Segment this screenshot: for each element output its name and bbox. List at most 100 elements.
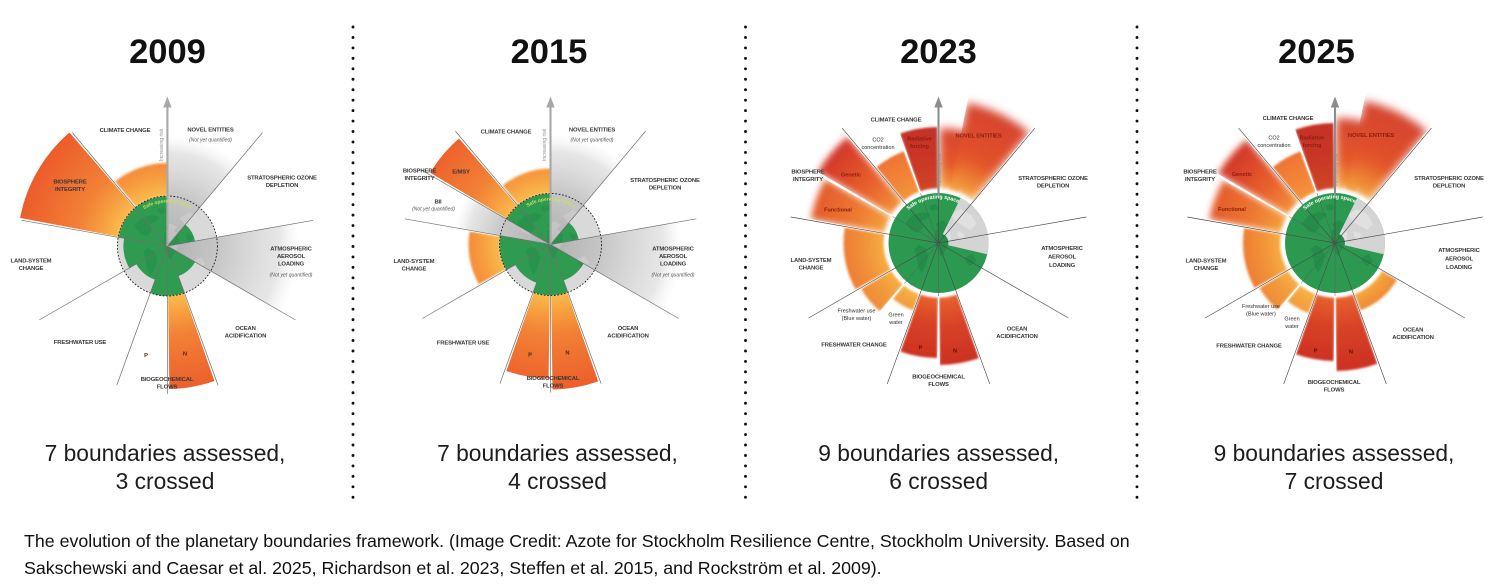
svg-text:AEROSOL: AEROSOL [1445, 256, 1474, 262]
svg-text:LAND-SYSTEM: LAND-SYSTEM [394, 259, 435, 265]
svg-text:BIOGEOCHEMICAL: BIOGEOCHEMICAL [527, 376, 580, 382]
svg-text:Green: Green [1284, 316, 1299, 322]
svg-text:3 crossed: 3 crossed [116, 468, 215, 494]
svg-text:ATMOSPHERIC: ATMOSPHERIC [270, 246, 312, 252]
svg-text:Functional: Functional [1218, 207, 1246, 213]
svg-text:Increasing risk: Increasing risk [159, 128, 165, 161]
svg-text:concentration: concentration [1257, 143, 1290, 149]
svg-text:CHANGE: CHANGE [799, 265, 824, 271]
svg-text:CHANGE: CHANGE [19, 266, 44, 272]
svg-text:CLIMATE CHANGE: CLIMATE CHANGE [1263, 116, 1314, 122]
svg-text:AEROSOL: AEROSOL [659, 254, 688, 260]
svg-text:NOVEL ENTITIES: NOVEL ENTITIES [569, 127, 615, 133]
svg-text:(Not yet quantified): (Not yet quantified) [269, 272, 312, 278]
svg-text:ACIDIFICATION: ACIDIFICATION [607, 333, 648, 339]
svg-text:OCEAN: OCEAN [235, 326, 256, 332]
svg-text:2009: 2009 [129, 33, 206, 71]
svg-text:ATMOSPHERIC: ATMOSPHERIC [1438, 248, 1480, 254]
svg-text:CHANGE: CHANGE [402, 266, 427, 272]
svg-text:INTEGRITY: INTEGRITY [793, 177, 823, 183]
svg-text:LOADING: LOADING [1049, 263, 1076, 269]
svg-text:LAND-SYSTEM: LAND-SYSTEM [791, 258, 832, 264]
svg-text:AEROSOL: AEROSOL [277, 254, 306, 260]
svg-text:Genetic: Genetic [1232, 172, 1252, 178]
svg-text:(Not yet quantified): (Not yet quantified) [412, 206, 455, 212]
svg-text:STRATOSPHERIC OZONE: STRATOSPHERIC OZONE [247, 175, 317, 181]
svg-text:BIOSPHERE: BIOSPHERE [53, 179, 87, 185]
svg-text:OCEAN: OCEAN [1007, 326, 1028, 332]
svg-text:CHANGE: CHANGE [1194, 266, 1219, 272]
svg-text:BIOSPHERE: BIOSPHERE [791, 169, 825, 175]
svg-text:Freshwater use: Freshwater use [838, 308, 876, 314]
svg-text:CLIMATE CHANGE: CLIMATE CHANGE [871, 117, 922, 123]
svg-text:forcing: forcing [910, 144, 929, 150]
svg-text:FLOWS: FLOWS [1324, 387, 1345, 393]
svg-text:6 crossed: 6 crossed [889, 468, 988, 494]
svg-text:AEROSOL: AEROSOL [1048, 254, 1077, 260]
svg-text:ACIDIFICATION: ACIDIFICATION [1392, 335, 1433, 341]
svg-text:ACIDIFICATION: ACIDIFICATION [225, 333, 266, 339]
svg-text:(Blue water): (Blue water) [842, 316, 872, 322]
svg-text:(Blue water): (Blue water) [1246, 311, 1276, 317]
svg-text:N: N [1349, 349, 1353, 355]
svg-text:LAND-SYSTEM: LAND-SYSTEM [1186, 258, 1227, 264]
svg-text:Sakschewski and Caesar et al.: Sakschewski and Caesar et al. 2025, Rich… [24, 558, 882, 578]
svg-text:FLOWS: FLOWS [543, 383, 564, 389]
svg-text:STRATOSPHERIC OZONE: STRATOSPHERIC OZONE [630, 178, 700, 184]
svg-text:N: N [565, 350, 569, 356]
svg-text:BIOGEOCHEMICAL: BIOGEOCHEMICAL [912, 374, 965, 380]
svg-text:water: water [888, 320, 903, 326]
svg-text:(Not yet quantified): (Not yet quantified) [189, 137, 232, 143]
svg-text:7 boundaries assessed,: 7 boundaries assessed, [45, 440, 286, 466]
svg-text:P: P [144, 353, 148, 359]
svg-text:DEPLETION: DEPLETION [649, 185, 681, 191]
svg-text:FRESHWATER CHANGE: FRESHWATER CHANGE [1216, 343, 1282, 349]
svg-text:LAND-SYSTEM: LAND-SYSTEM [11, 258, 52, 264]
svg-text:FRESHWATER CHANGE: FRESHWATER CHANGE [821, 342, 887, 348]
svg-text:FRESHWATER USE: FRESHWATER USE [54, 340, 107, 346]
svg-text:FRESHWATER USE: FRESHWATER USE [437, 340, 490, 346]
svg-text:NOVEL ENTITIES: NOVEL ENTITIES [955, 133, 1001, 139]
svg-text:(Not yet quantified): (Not yet quantified) [570, 137, 613, 143]
svg-text:2025: 2025 [1278, 33, 1355, 71]
svg-text:Increasing risk: Increasing risk [937, 153, 943, 186]
svg-text:N: N [183, 351, 187, 357]
svg-text:FLOWS: FLOWS [157, 384, 178, 390]
svg-text:BIOSPHERE: BIOSPHERE [1183, 169, 1217, 175]
svg-text:LOADING: LOADING [1446, 265, 1473, 271]
svg-text:Increasing risk: Increasing risk [1334, 153, 1340, 186]
svg-text:BIOGEOCHEMICAL: BIOGEOCHEMICAL [1308, 380, 1361, 386]
svg-text:ATMOSPHERIC: ATMOSPHERIC [652, 246, 694, 252]
svg-text:2015: 2015 [511, 33, 588, 71]
svg-text:Radiative: Radiative [1300, 135, 1324, 141]
svg-text:LOADING: LOADING [278, 262, 305, 268]
svg-text:INTEGRITY: INTEGRITY [55, 187, 85, 193]
svg-text:NOVEL ENTITIES: NOVEL ENTITIES [187, 127, 233, 133]
svg-text:water: water [1284, 324, 1299, 330]
svg-text:STRATOSPHERIC OZONE: STRATOSPHERIC OZONE [1414, 176, 1484, 182]
svg-text:CO2: CO2 [872, 137, 883, 143]
svg-text:P: P [919, 345, 923, 351]
svg-text:DEPLETION: DEPLETION [1433, 183, 1465, 189]
svg-text:N: N [953, 348, 957, 354]
svg-text:OCEAN: OCEAN [618, 326, 639, 332]
svg-text:P: P [1314, 348, 1318, 354]
svg-text:forcing: forcing [1303, 143, 1322, 149]
svg-text:FLOWS: FLOWS [928, 382, 949, 388]
svg-text:E/MSY: E/MSY [452, 169, 470, 175]
svg-text:concentration: concentration [861, 145, 894, 151]
svg-text:4 crossed: 4 crossed [508, 468, 607, 494]
svg-text:7 crossed: 7 crossed [1285, 468, 1384, 494]
svg-text:LOADING: LOADING [660, 262, 687, 268]
svg-text:2023: 2023 [900, 33, 977, 71]
svg-text:P: P [528, 352, 532, 358]
svg-text:BII: BII [434, 199, 442, 205]
svg-text:INTEGRITY: INTEGRITY [404, 176, 434, 182]
svg-text:Increasing risk: Increasing risk [542, 128, 548, 161]
svg-text:Functional: Functional [824, 207, 852, 213]
svg-text:7 boundaries assessed,: 7 boundaries assessed, [437, 440, 678, 466]
svg-text:9 boundaries assessed,: 9 boundaries assessed, [1214, 440, 1455, 466]
svg-text:INTEGRITY: INTEGRITY [1185, 177, 1215, 183]
svg-text:CLIMATE CHANGE: CLIMATE CHANGE [481, 129, 532, 135]
svg-text:BIOSPHERE: BIOSPHERE [403, 168, 437, 174]
